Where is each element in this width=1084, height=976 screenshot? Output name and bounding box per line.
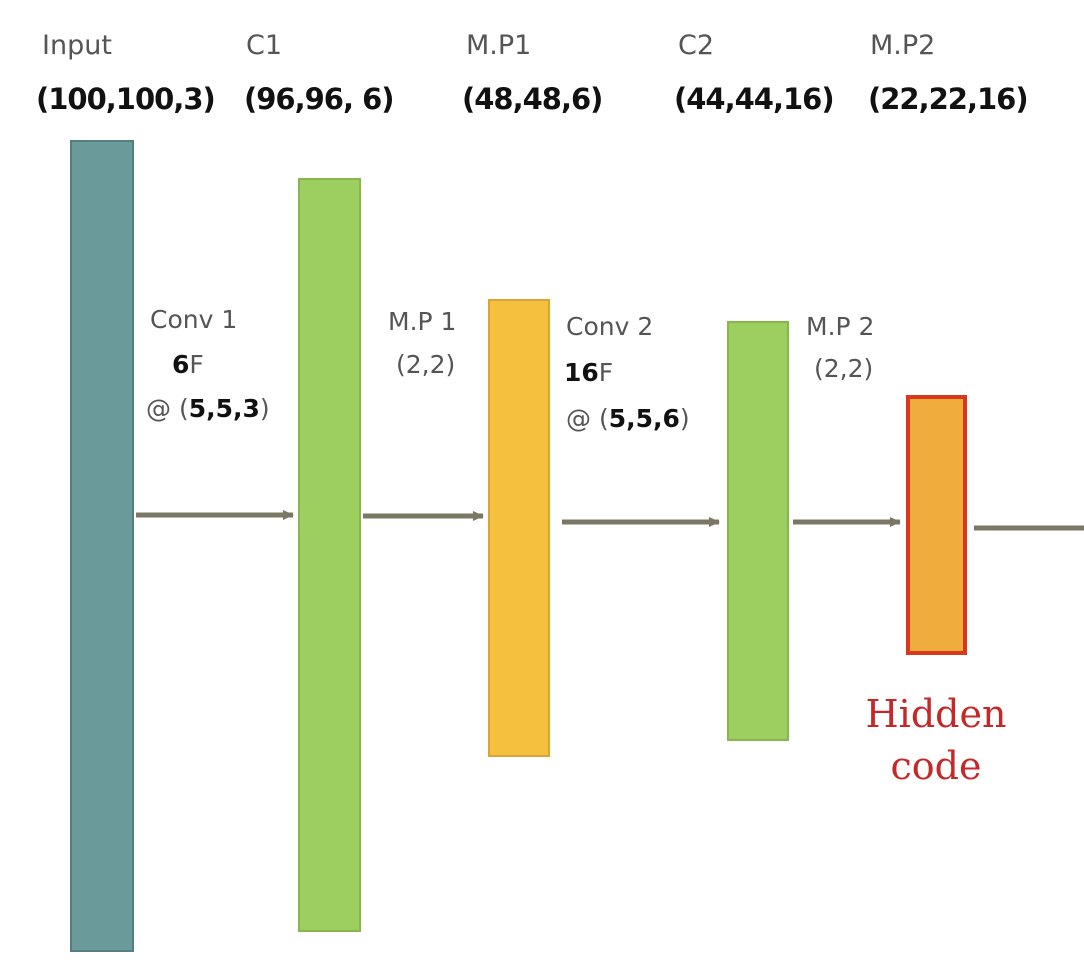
- mp1-layer-block: [488, 299, 550, 757]
- hidden-code-line2: code: [890, 744, 982, 788]
- header-mp1-name: M.P1: [466, 30, 532, 61]
- conv1-kernel: @ (5,5,3): [146, 394, 270, 423]
- c1-layer-block: [298, 178, 361, 932]
- header-mp1-shape: (48,48,6): [462, 82, 603, 116]
- mp1-size: (2,2): [396, 350, 456, 379]
- conv1-filters-unit: F: [189, 350, 204, 379]
- header-c1-shape: (96,96, 6): [244, 82, 395, 116]
- header-mp2-name: M.P2: [870, 30, 936, 61]
- header-input-name: Input: [42, 30, 112, 61]
- header-c2-name: C2: [678, 30, 715, 61]
- conv2-filters-num: 16: [564, 358, 599, 387]
- hidden-code-block: [906, 395, 967, 655]
- conv1-filters: 6F: [172, 350, 204, 379]
- mp1-title: M.P 1: [388, 307, 457, 336]
- conv2-kernel-suffix: ): [679, 404, 690, 433]
- mp2-size: (2,2): [814, 354, 874, 383]
- conv1-kernel-prefix: @ (: [146, 394, 189, 423]
- mp2-title: M.P 2: [806, 312, 875, 341]
- conv2-kernel-values: 5,5,6: [608, 404, 680, 433]
- conv1-kernel-suffix: ): [259, 394, 270, 423]
- header-mp2-shape: (22,22,16): [868, 82, 1029, 116]
- hidden-code-line1: Hidden: [865, 692, 1007, 736]
- input-layer-block: [70, 140, 134, 952]
- conv1-title: Conv 1: [150, 305, 238, 334]
- conv2-kernel: @ (5,5,6): [566, 404, 690, 433]
- header-c2-shape: (44,44,16): [674, 82, 835, 116]
- conv2-filters: 16F: [564, 358, 613, 387]
- conv1-filters-num: 6: [172, 350, 190, 379]
- hidden-code-label: Hidden code: [852, 688, 1020, 792]
- conv2-filters-unit: F: [598, 358, 614, 387]
- conv2-title: Conv 2: [566, 312, 654, 341]
- c2-layer-block: [727, 321, 789, 741]
- conv1-kernel-values: 5,5,3: [188, 394, 260, 423]
- header-c1-name: C1: [246, 30, 283, 61]
- header-input-shape: (100,100,3): [36, 82, 216, 116]
- conv2-kernel-prefix: @ (: [566, 404, 609, 433]
